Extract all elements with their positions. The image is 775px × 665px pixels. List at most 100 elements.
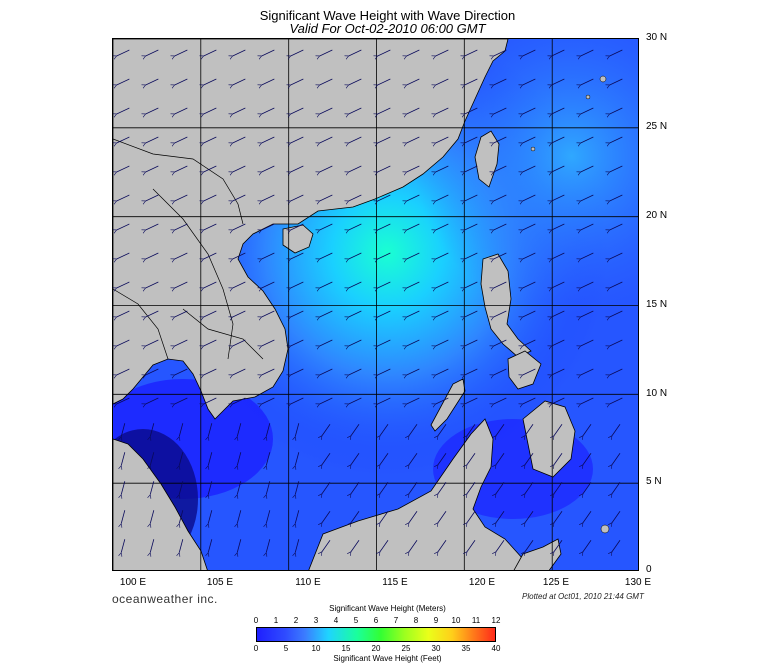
wave-arrow — [208, 510, 213, 524]
wave-arrow — [175, 368, 188, 375]
wave-arrow — [233, 223, 246, 230]
wave-arrow — [204, 368, 217, 375]
wave-arrow — [407, 281, 420, 288]
legend-tick: 35 — [461, 644, 471, 653]
wave-arrow — [438, 424, 447, 435]
wave-arrow — [409, 511, 418, 522]
wave-arrow — [146, 165, 159, 172]
wave-arrow — [523, 136, 536, 143]
wave-arrow — [320, 194, 333, 201]
wave-arrow — [117, 78, 130, 85]
wave-arrow — [525, 424, 534, 435]
wave-arrow — [146, 136, 159, 143]
legend-tick: 30 — [431, 644, 441, 653]
wave-arrow — [121, 423, 126, 437]
legend-tick: 5 — [283, 644, 289, 653]
wave-direction-arrows — [117, 49, 623, 553]
legend-tick: 40 — [491, 644, 501, 653]
wave-arrow — [407, 165, 420, 172]
wave-arrow — [291, 165, 304, 172]
wave-arrow — [378, 194, 391, 201]
wave-arrow — [436, 107, 449, 114]
lon-label: 120 E — [468, 577, 496, 588]
wave-arrow — [581, 252, 594, 259]
wave-arrow — [467, 453, 476, 464]
wave-arrow — [610, 107, 623, 114]
wave-arrow — [378, 310, 391, 317]
wave-arrow — [610, 49, 623, 56]
legend-meters-title: Significant Wave Height (Meters) — [329, 604, 446, 613]
wave-arrow — [581, 397, 594, 404]
grid-lines — [113, 39, 638, 570]
wave-arrow — [322, 540, 331, 551]
wave-arrow — [465, 339, 478, 346]
wave-arrow — [146, 107, 159, 114]
wave-arrow — [291, 223, 304, 230]
legend-tick: 1 — [273, 616, 279, 625]
wave-arrow — [552, 165, 565, 172]
wave-arrow — [291, 194, 304, 201]
wave-arrow — [407, 397, 420, 404]
legend-tick: 4 — [333, 616, 339, 625]
wave-arrow — [266, 452, 271, 466]
wave-arrow — [320, 252, 333, 259]
wave-arrow — [409, 482, 418, 493]
wave-arrow — [237, 510, 242, 524]
wave-arrow — [494, 310, 507, 317]
legend-tick: 15 — [341, 644, 351, 653]
wave-map-svg — [113, 39, 638, 570]
wave-arrow — [208, 423, 213, 437]
wave-arrow — [150, 539, 155, 553]
wave-arrow — [378, 165, 391, 172]
wave-arrow — [612, 511, 621, 522]
wave-arrow — [175, 107, 188, 114]
wave-arrow — [436, 368, 449, 375]
legend-tick: 5 — [353, 616, 359, 625]
wave-arrow — [204, 78, 217, 85]
lat-label: 15 N — [646, 299, 668, 310]
wave-arrow — [175, 252, 188, 259]
wave-arrow — [204, 397, 217, 404]
wave-arrow — [380, 482, 389, 493]
wave-arrow — [233, 194, 246, 201]
wave-arrow — [291, 339, 304, 346]
wave-arrow — [407, 252, 420, 259]
wave-arrow — [552, 194, 565, 201]
wave-arrow — [612, 482, 621, 493]
wave-arrow — [494, 339, 507, 346]
wave-arrow — [378, 107, 391, 114]
wave-arrow — [204, 107, 217, 114]
map-title: Significant Wave Height with Wave Direct… — [259, 8, 516, 23]
wave-arrow — [233, 281, 246, 288]
lat-label: 20 N — [646, 210, 668, 221]
lon-label: 125 E — [542, 577, 570, 588]
wave-arrow — [349, 368, 362, 375]
wave-arrow — [121, 481, 126, 495]
legend-tick: 0 — [253, 616, 259, 625]
lat-label: 5 N — [646, 476, 662, 487]
wave-arrow — [322, 424, 331, 435]
wave-arrow — [523, 397, 536, 404]
wave-arrow — [409, 453, 418, 464]
lat-label: 0 — [646, 564, 652, 575]
wave-arrow — [150, 510, 155, 524]
wave-arrow — [380, 540, 389, 551]
wave-arrow — [525, 511, 534, 522]
wave-arrow — [610, 78, 623, 85]
wave-arrow — [320, 310, 333, 317]
wave-arrow — [465, 310, 478, 317]
wave-arrow — [179, 539, 184, 553]
wave-arrow — [378, 397, 391, 404]
wave-arrow — [295, 481, 300, 495]
wave-arrow — [146, 194, 159, 201]
wave-arrow — [175, 223, 188, 230]
wave-arrow — [407, 78, 420, 85]
wave-arrow — [465, 223, 478, 230]
wave-arrow — [233, 136, 246, 143]
wave-arrow — [438, 482, 447, 493]
wave-arrow — [322, 453, 331, 464]
wave-arrow — [266, 423, 271, 437]
wave-arrow — [552, 136, 565, 143]
wave-arrow — [320, 223, 333, 230]
wave-arrow — [320, 339, 333, 346]
